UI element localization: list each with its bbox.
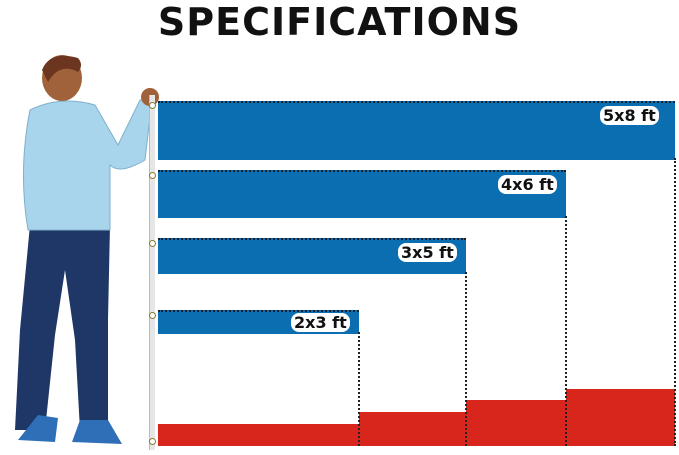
size-label-5x8: 5x8 ft <box>600 106 659 125</box>
flag-pole <box>149 95 155 450</box>
grommet-icon <box>149 172 156 179</box>
outline-5x8 <box>674 158 676 446</box>
grommet-icon <box>149 102 156 109</box>
red-band-3x5 <box>359 412 466 446</box>
size-label-3x5: 3x5 ft <box>398 243 457 262</box>
red-band-2x3 <box>158 424 359 446</box>
red-band-4x6 <box>466 400 566 446</box>
person-illustration <box>15 55 159 444</box>
outline-3x5 <box>465 272 467 446</box>
outline-4x6 <box>565 216 567 446</box>
page-title: SPECIFICATIONS <box>157 0 522 44</box>
red-band-5x8 <box>566 389 675 446</box>
grommet-icon <box>149 312 156 319</box>
grommet-icon <box>149 438 156 445</box>
size-label-2x3: 2x3 ft <box>291 313 350 332</box>
size-label-4x6: 4x6 ft <box>498 175 557 194</box>
flag-5x8 <box>158 101 675 160</box>
grommet-icon <box>149 240 156 247</box>
flag-4x6 <box>158 170 566 218</box>
outline-2x3 <box>358 332 360 446</box>
